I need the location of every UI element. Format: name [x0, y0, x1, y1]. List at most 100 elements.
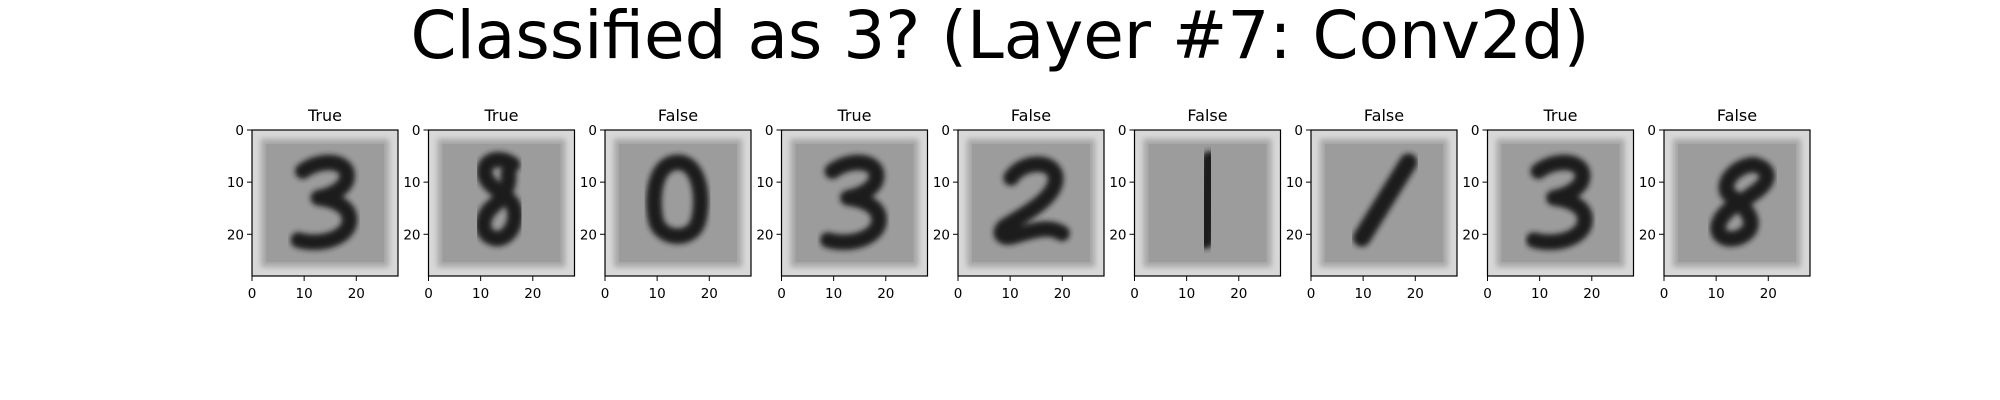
panel-title: False [1011, 106, 1051, 125]
panels-layer: True 0 10 20 0 10 20 True 0 10 20 0 10 20 False 0 10 20 0 1… [227, 106, 1811, 302]
x-tick-label: 10 [1708, 286, 1725, 302]
figure-title: Classified as 3? (Layer #7: Conv2d) [410, 0, 1590, 74]
digit-strokes [1352, 153, 1418, 247]
y-tick-label: 20 [1462, 227, 1479, 243]
digit-stroke-1 [1196, 151, 1219, 249]
x-tick-label: 20 [1230, 286, 1247, 302]
axes-frame [604, 129, 752, 277]
y-tick-label: 20 [1286, 227, 1303, 243]
y-tick-label: 20 [1109, 227, 1126, 243]
y-tick-label: 20 [403, 227, 420, 243]
x-tick-label: 10 [649, 286, 666, 302]
x-tick-label: 0 [248, 286, 257, 302]
x-tick-label: 10 [1531, 286, 1548, 302]
y-tick-label: 0 [588, 123, 597, 139]
image-panel: True 0 10 20 0 10 20 [1462, 106, 1635, 302]
panel-title: False [1717, 106, 1757, 125]
digit-strokes [1526, 154, 1593, 251]
x-tick-label: 10 [1002, 286, 1019, 302]
image-panel: True 0 10 20 0 10 20 [756, 106, 929, 302]
digit-stroke-8 [1710, 156, 1775, 247]
x-tick-label: 20 [1760, 286, 1777, 302]
digit-strokes [290, 154, 358, 251]
y-tick-label: 0 [765, 123, 774, 139]
digit-strokes [820, 154, 887, 251]
image-panel: False 0 10 20 0 10 20 [1109, 106, 1282, 302]
digit-strokes [1710, 156, 1775, 247]
digit-stroke-3 [290, 154, 358, 251]
digit-strokes [475, 152, 523, 247]
x-tick-label: 0 [424, 286, 433, 302]
y-tick-label: 0 [1647, 123, 1656, 139]
x-tick-label: 10 [1355, 286, 1372, 302]
y-tick-label: 10 [756, 175, 773, 191]
digit-strokes [646, 154, 709, 244]
axes-frame [1486, 129, 1635, 277]
y-tick-label: 20 [756, 227, 773, 243]
image-panel: True 0 10 20 0 10 20 [403, 106, 576, 302]
panel-title: True [484, 106, 519, 125]
axes-frame [957, 129, 1105, 277]
x-tick-label: 10 [472, 286, 489, 302]
panel-title: False [658, 106, 698, 125]
panel-title: True [1543, 106, 1578, 125]
y-tick-label: 0 [1294, 123, 1303, 139]
panel-title: True [837, 106, 872, 125]
x-tick-label: 0 [1660, 286, 1669, 302]
axes-frame [1663, 129, 1811, 277]
x-tick-label: 10 [296, 286, 313, 302]
x-tick-label: 0 [601, 286, 610, 302]
y-tick-label: 10 [1462, 175, 1479, 191]
y-tick-label: 0 [1118, 123, 1127, 139]
digit-stroke-3 [820, 154, 887, 251]
y-tick-label: 20 [1639, 227, 1656, 243]
x-tick-label: 20 [1583, 286, 1600, 302]
image-panel: False 0 10 20 0 10 20 [580, 106, 752, 302]
digit-stroke-8 [475, 152, 523, 247]
x-tick-label: 20 [877, 286, 894, 302]
panel-title: False [1364, 106, 1404, 125]
digit-strokes [993, 156, 1070, 245]
x-tick-label: 20 [1407, 286, 1424, 302]
axes-frame [1133, 129, 1282, 277]
x-tick-label: 0 [1130, 286, 1139, 302]
y-tick-label: 10 [580, 175, 597, 191]
x-tick-label: 20 [701, 286, 718, 302]
x-tick-label: 0 [1483, 286, 1492, 302]
y-tick-label: 20 [933, 227, 950, 243]
y-tick-label: 10 [933, 175, 950, 191]
x-tick-label: 10 [1178, 286, 1195, 302]
y-tick-label: 10 [1286, 175, 1303, 191]
x-tick-label: 20 [348, 286, 365, 302]
y-tick-label: 10 [1639, 175, 1656, 191]
y-tick-label: 10 [403, 175, 420, 191]
axes-frame [251, 129, 399, 277]
digit-strokes [1196, 151, 1219, 249]
axes-frame [1310, 129, 1458, 277]
axes-frame [427, 129, 576, 277]
axes-frame [780, 129, 929, 277]
x-tick-label: 10 [825, 286, 842, 302]
digit-stroke-1 [1352, 153, 1418, 247]
x-tick-label: 0 [777, 286, 786, 302]
y-tick-label: 20 [227, 227, 244, 243]
image-panel: False 0 10 20 0 10 20 [933, 106, 1105, 302]
x-tick-label: 0 [1307, 286, 1316, 302]
y-tick-label: 0 [235, 123, 244, 139]
image-panel: False 0 10 20 0 10 20 [1286, 106, 1458, 302]
y-tick-label: 20 [580, 227, 597, 243]
x-tick-label: 20 [524, 286, 541, 302]
image-panel: True 0 10 20 0 10 20 [227, 106, 399, 302]
x-tick-label: 20 [1054, 286, 1071, 302]
y-tick-label: 0 [412, 123, 421, 139]
digit-stroke-2 [993, 156, 1070, 245]
panel-title: True [307, 106, 342, 125]
y-tick-label: 10 [227, 175, 244, 191]
panel-title: False [1187, 106, 1227, 125]
digit-stroke-0 [646, 154, 709, 244]
x-tick-label: 0 [954, 286, 963, 302]
y-tick-label: 0 [941, 123, 950, 139]
image-panel: False 0 10 20 0 10 20 [1639, 106, 1811, 302]
digit-stroke-3 [1526, 154, 1593, 251]
